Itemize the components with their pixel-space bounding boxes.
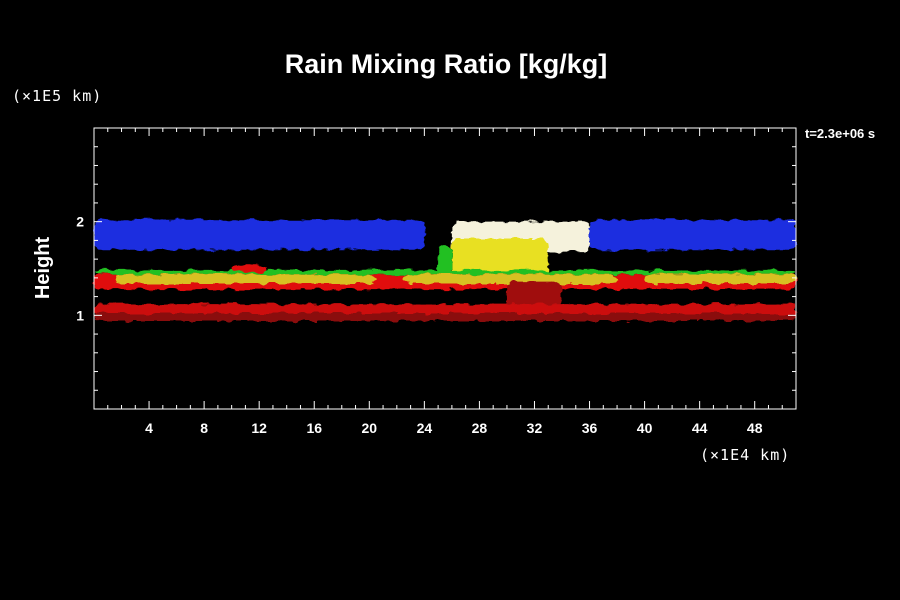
field-region-mid-band-yellow-1 (114, 274, 377, 284)
field-region-column-fringe-green (438, 245, 452, 274)
field-region-small-cell (231, 264, 267, 273)
y-unit-label: (×1E5 km) (12, 87, 102, 105)
field-region-mid-band-yellow-2 (403, 274, 618, 284)
rain-field (94, 219, 796, 321)
field-region-downdraft-darkred (506, 281, 562, 310)
x-tick-label: 32 (527, 420, 543, 436)
x-tick-label: 8 (200, 420, 208, 436)
chart-title: Rain Mixing Ratio [kg/kg] (285, 49, 608, 79)
field-region-upper-band-right (589, 219, 796, 250)
y-axis-label: Height (32, 237, 54, 300)
x-tick-label: 40 (637, 420, 653, 436)
plot-axes (93, 127, 797, 410)
field-region-mid-band-yellow-3 (644, 274, 796, 284)
field-region-convective-column (451, 238, 549, 276)
field-region-upper-band-left (94, 219, 425, 250)
x-tick-label: 20 (362, 420, 378, 436)
x-tick-label: 44 (692, 420, 708, 436)
x-tick-label: 4 (145, 420, 153, 436)
x-tick-label: 24 (417, 420, 433, 436)
y-tick-label: 1 (76, 307, 84, 323)
x-tick-label: 12 (251, 420, 267, 436)
x-unit-label: (×1E4 km) (700, 446, 790, 464)
x-tick-label: 28 (472, 420, 488, 436)
x-tick-label: 16 (306, 420, 322, 436)
time-label: t=2.3e+06 s (805, 126, 875, 141)
field-region-mid-band-green (94, 270, 796, 275)
plot-frame (93, 127, 797, 410)
x-tick-label: 48 (747, 420, 763, 436)
x-tick-label: 36 (582, 420, 598, 436)
y-tick-label: 2 (76, 214, 84, 230)
field-region-low-band-darkred (94, 313, 796, 321)
